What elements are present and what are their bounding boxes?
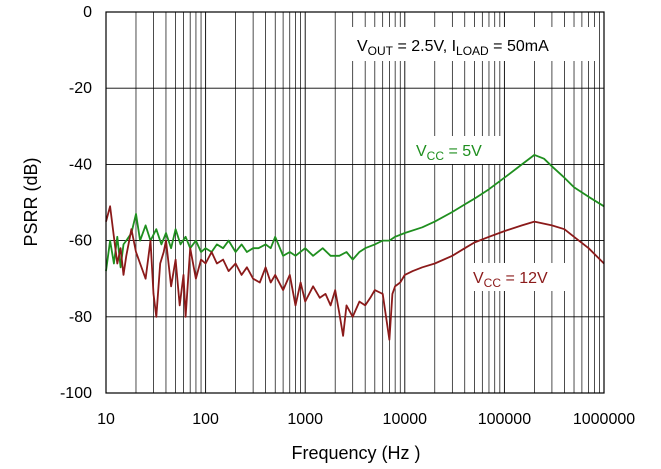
x-tick-label: 100 <box>192 411 219 428</box>
x-tick-labels: 10 100 1000 10000 100000 1000000 <box>97 411 635 428</box>
y-tick-label: -80 <box>69 309 92 326</box>
y-axis-title: PSRR (dB) <box>21 157 41 246</box>
x-axis-title: Frequency (Hz ) <box>291 443 420 463</box>
conditions-annotation: VOUT = 2.5V, ILOAD = 50mA <box>357 38 549 58</box>
series-label-5v-bg <box>410 136 502 164</box>
y-tick-label: -60 <box>69 233 92 250</box>
grid-lines <box>106 12 604 393</box>
y-tick-label: 0 <box>83 4 92 21</box>
series-label-vcc-5v: VCC = 5V <box>416 143 482 163</box>
annotation-box <box>349 27 598 61</box>
y-tick-label: -20 <box>69 80 92 97</box>
y-tick-label: -100 <box>60 385 92 402</box>
y-tick-label: -40 <box>69 156 92 173</box>
series-line-vcc-12v <box>105 205 605 341</box>
x-tick-label: 100000 <box>478 411 531 428</box>
x-tick-label: 10000 <box>383 411 428 428</box>
plot-frame <box>105 11 605 394</box>
y-tick-labels: 0 -20 -40 -60 -80 -100 <box>60 4 92 402</box>
x-tick-label: 1000000 <box>573 411 635 428</box>
x-tick-label: 1000 <box>287 411 323 428</box>
series-label-vcc-12v: VCC = 12V <box>473 270 548 290</box>
x-tick-label: 10 <box>97 411 115 428</box>
series-layer <box>105 153 605 341</box>
series-label-12v-bg <box>467 263 567 291</box>
